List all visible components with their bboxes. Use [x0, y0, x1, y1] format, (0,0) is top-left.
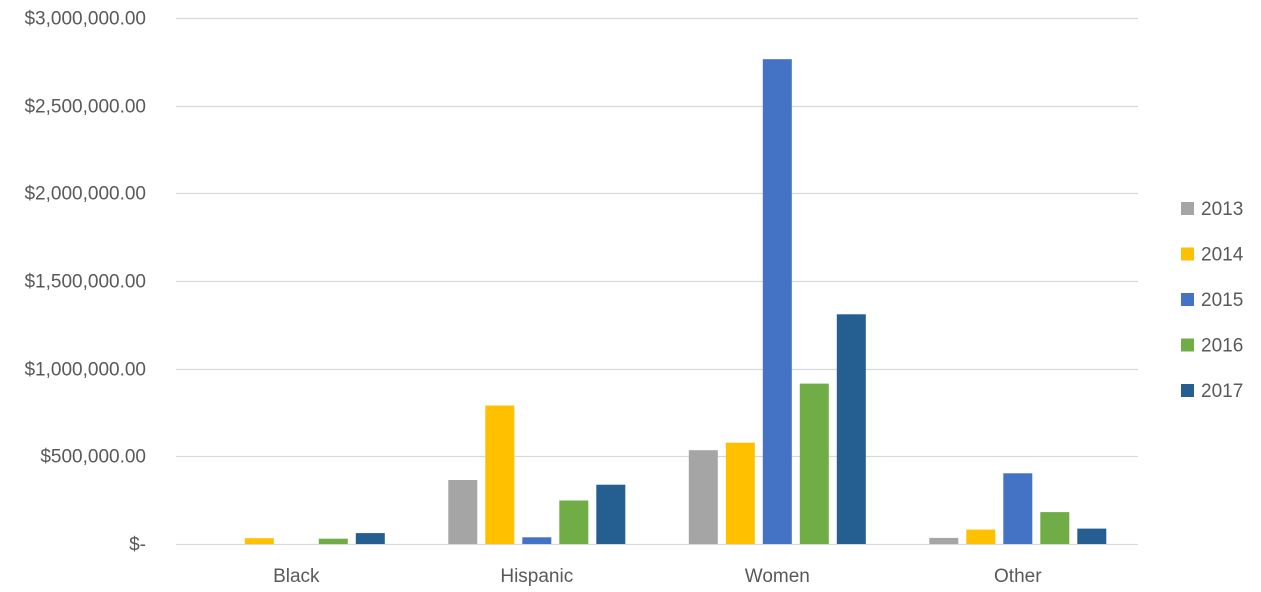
legend-swatch	[1181, 247, 1194, 261]
y-tick-label: $1,500,000.00	[24, 272, 146, 293]
y-tick-label: $3,000,000.00	[24, 9, 146, 30]
bar	[725, 442, 755, 544]
bar	[1003, 473, 1033, 544]
bar	[559, 500, 589, 544]
bar	[966, 529, 996, 544]
bar	[799, 383, 829, 544]
bar	[318, 538, 348, 544]
legend-label: 2017	[1201, 381, 1243, 402]
legend-label: 2015	[1201, 290, 1243, 311]
y-axis: $- $500,000.00 $1,000,000.00 $1,500,000.00 $…	[24, 9, 146, 556]
legend-label: 2013	[1201, 199, 1243, 220]
bar	[762, 59, 792, 544]
bar	[485, 405, 515, 544]
x-tick-label: Hispanic	[500, 566, 573, 587]
x-axis: Black Hispanic Women Other	[273, 566, 1042, 587]
y-tick-label: $2,500,000.00	[24, 97, 146, 118]
bar	[836, 314, 866, 544]
legend-swatch	[1181, 384, 1194, 397]
legend-label: 2016	[1201, 336, 1243, 357]
bars	[244, 59, 1107, 544]
y-tick-label: $1,000,000.00	[24, 360, 146, 381]
bar	[448, 480, 478, 544]
bar	[1077, 528, 1107, 544]
x-tick-label: Black	[273, 566, 320, 587]
legend-swatch	[1181, 338, 1194, 352]
legend-swatch	[1181, 293, 1194, 306]
y-tick-label: $-	[129, 535, 146, 556]
gridlines	[176, 17, 1138, 546]
bar	[244, 538, 274, 544]
bar	[929, 537, 959, 544]
bar	[522, 537, 552, 544]
y-tick-label: $2,000,000.00	[24, 184, 146, 205]
x-tick-label: Women	[745, 566, 810, 587]
bar	[688, 450, 718, 544]
y-tick-label: $500,000.00	[40, 447, 146, 468]
legend-label: 2014	[1201, 245, 1244, 266]
bar	[596, 484, 626, 544]
legend-swatch	[1181, 202, 1194, 215]
bar	[1040, 512, 1070, 544]
bar	[355, 533, 385, 544]
legend: 2013 2014 2015 2016 2017	[1181, 199, 1244, 402]
x-tick-label: Other	[994, 566, 1042, 587]
